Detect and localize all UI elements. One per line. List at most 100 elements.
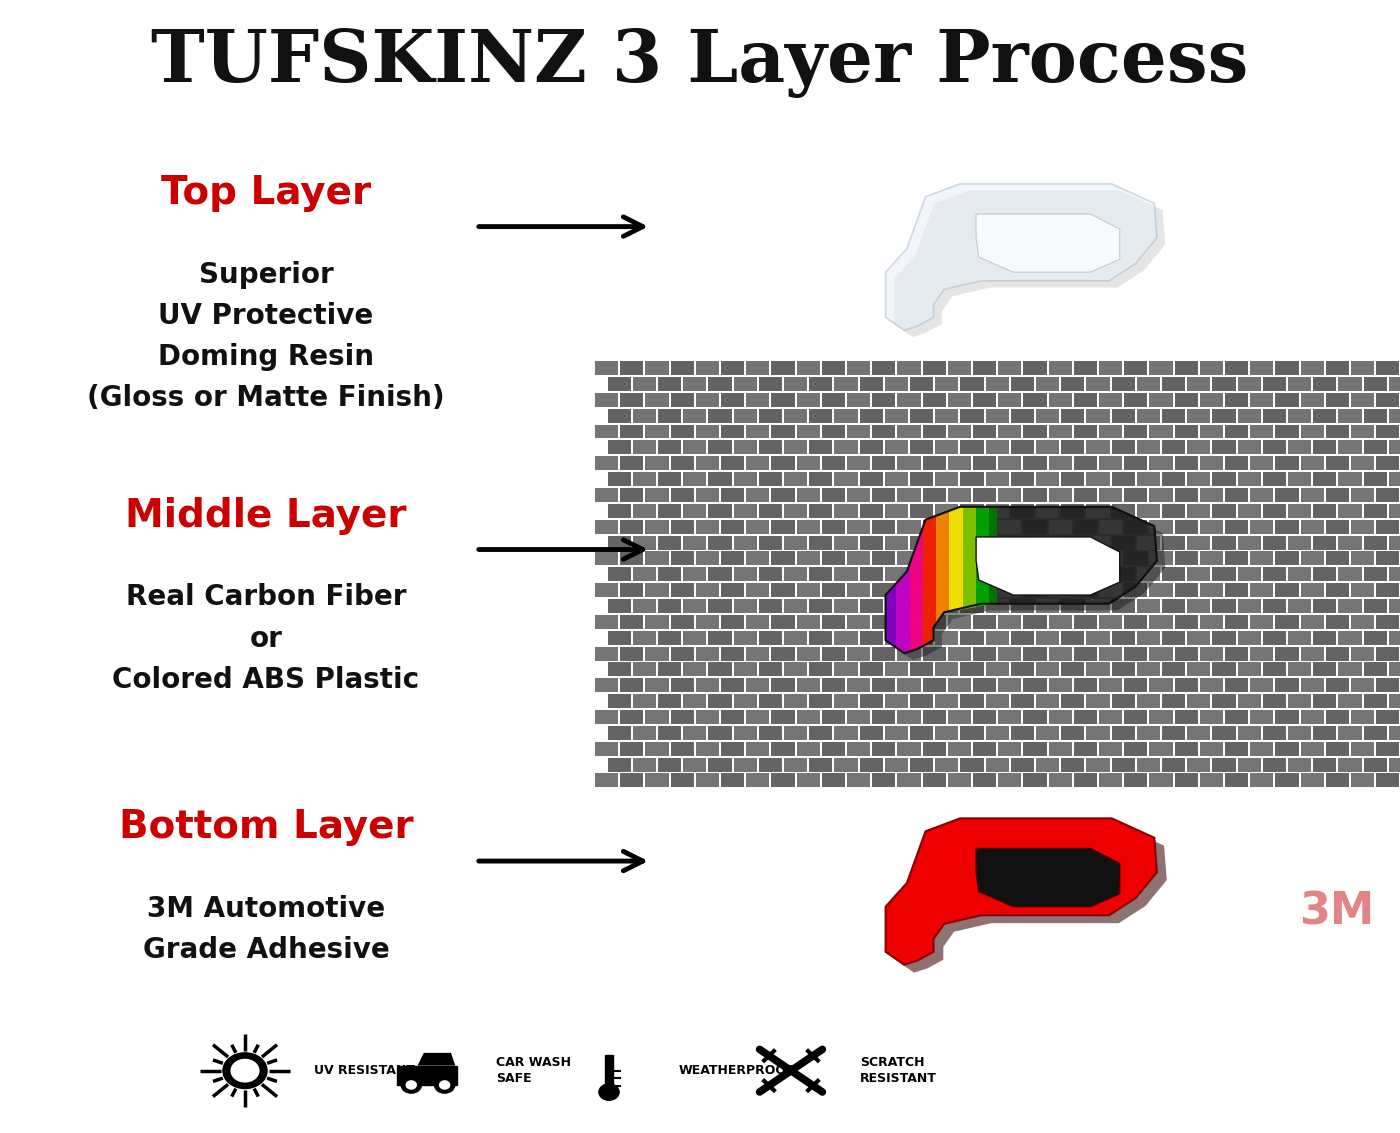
Bar bbox=[1074, 774, 1098, 787]
Bar bbox=[1389, 409, 1400, 423]
Bar bbox=[834, 441, 858, 454]
Bar bbox=[1364, 568, 1387, 581]
Bar bbox=[1124, 393, 1148, 407]
Polygon shape bbox=[886, 184, 1156, 331]
Bar bbox=[1364, 504, 1387, 518]
Bar bbox=[1061, 695, 1085, 708]
Bar bbox=[1049, 552, 1072, 565]
Bar bbox=[1351, 552, 1375, 565]
Bar bbox=[1238, 441, 1261, 454]
Bar bbox=[1036, 472, 1060, 486]
Bar bbox=[1023, 457, 1047, 470]
Bar bbox=[620, 520, 644, 534]
Bar bbox=[734, 536, 757, 550]
Bar bbox=[973, 774, 997, 787]
Bar bbox=[608, 504, 631, 518]
Bar bbox=[822, 774, 846, 787]
Bar bbox=[1074, 457, 1098, 470]
Bar bbox=[1212, 599, 1236, 613]
Bar bbox=[1225, 583, 1249, 597]
Bar bbox=[1112, 504, 1135, 518]
Polygon shape bbox=[896, 826, 1166, 972]
Bar bbox=[1338, 599, 1362, 613]
Bar bbox=[1036, 758, 1060, 772]
Bar bbox=[986, 441, 1009, 454]
Bar bbox=[620, 615, 644, 629]
Bar bbox=[885, 726, 909, 740]
Bar bbox=[910, 409, 934, 423]
Bar bbox=[645, 425, 669, 438]
Bar bbox=[998, 774, 1022, 787]
Bar bbox=[1175, 615, 1198, 629]
Bar bbox=[1250, 615, 1274, 629]
Polygon shape bbox=[937, 492, 949, 664]
Bar bbox=[910, 758, 934, 772]
Bar bbox=[1326, 520, 1350, 534]
Bar bbox=[1061, 377, 1085, 391]
Bar bbox=[1200, 710, 1224, 724]
Text: 3M Automotive
Grade Adhesive: 3M Automotive Grade Adhesive bbox=[143, 895, 389, 964]
Bar bbox=[1023, 552, 1047, 565]
Bar bbox=[1099, 488, 1123, 502]
Bar bbox=[1263, 695, 1287, 708]
Bar bbox=[923, 552, 946, 565]
Bar bbox=[998, 361, 1022, 375]
Bar bbox=[797, 583, 820, 597]
Bar bbox=[960, 726, 984, 740]
Bar bbox=[1124, 647, 1148, 661]
Bar bbox=[1049, 774, 1072, 787]
Bar bbox=[1351, 520, 1375, 534]
Bar bbox=[1049, 583, 1072, 597]
Bar bbox=[759, 758, 783, 772]
Bar bbox=[1301, 457, 1324, 470]
Text: SCRATCH
RESISTANT: SCRATCH RESISTANT bbox=[860, 1056, 937, 1085]
Bar bbox=[759, 472, 783, 486]
Bar bbox=[645, 552, 669, 565]
Bar bbox=[1212, 504, 1236, 518]
Bar bbox=[1351, 393, 1375, 407]
Bar bbox=[986, 631, 1009, 645]
Bar bbox=[1338, 695, 1362, 708]
Bar bbox=[721, 742, 745, 756]
Bar bbox=[973, 742, 997, 756]
Bar bbox=[1351, 457, 1375, 470]
Bar bbox=[683, 377, 707, 391]
Bar bbox=[771, 488, 795, 502]
Bar bbox=[1149, 520, 1173, 534]
Bar bbox=[1149, 457, 1173, 470]
Bar bbox=[986, 568, 1009, 581]
Bar bbox=[1364, 409, 1387, 423]
Bar bbox=[1124, 520, 1148, 534]
Bar bbox=[671, 425, 694, 438]
Bar bbox=[683, 758, 707, 772]
Bar bbox=[1301, 679, 1324, 692]
Bar bbox=[885, 377, 909, 391]
Bar bbox=[1313, 758, 1337, 772]
Bar bbox=[708, 536, 732, 550]
Bar bbox=[1023, 425, 1047, 438]
Bar bbox=[620, 647, 644, 661]
Bar bbox=[620, 393, 644, 407]
Bar bbox=[683, 695, 707, 708]
Bar bbox=[834, 409, 858, 423]
Bar bbox=[897, 647, 921, 661]
Bar bbox=[834, 536, 858, 550]
Bar bbox=[759, 726, 783, 740]
Bar bbox=[986, 472, 1009, 486]
Bar bbox=[1326, 742, 1350, 756]
Bar bbox=[721, 520, 745, 534]
Bar bbox=[1099, 583, 1123, 597]
Bar bbox=[910, 663, 934, 676]
Text: 3M: 3M bbox=[1299, 891, 1375, 934]
Bar bbox=[1389, 568, 1400, 581]
Bar bbox=[1364, 536, 1387, 550]
Bar bbox=[872, 710, 896, 724]
Bar bbox=[1225, 710, 1249, 724]
Bar bbox=[1061, 504, 1085, 518]
Text: CAR WASH
SAFE: CAR WASH SAFE bbox=[496, 1056, 571, 1085]
Polygon shape bbox=[976, 849, 1120, 906]
Bar bbox=[923, 457, 946, 470]
Bar bbox=[822, 742, 846, 756]
Bar bbox=[708, 377, 732, 391]
Bar bbox=[1275, 425, 1299, 438]
